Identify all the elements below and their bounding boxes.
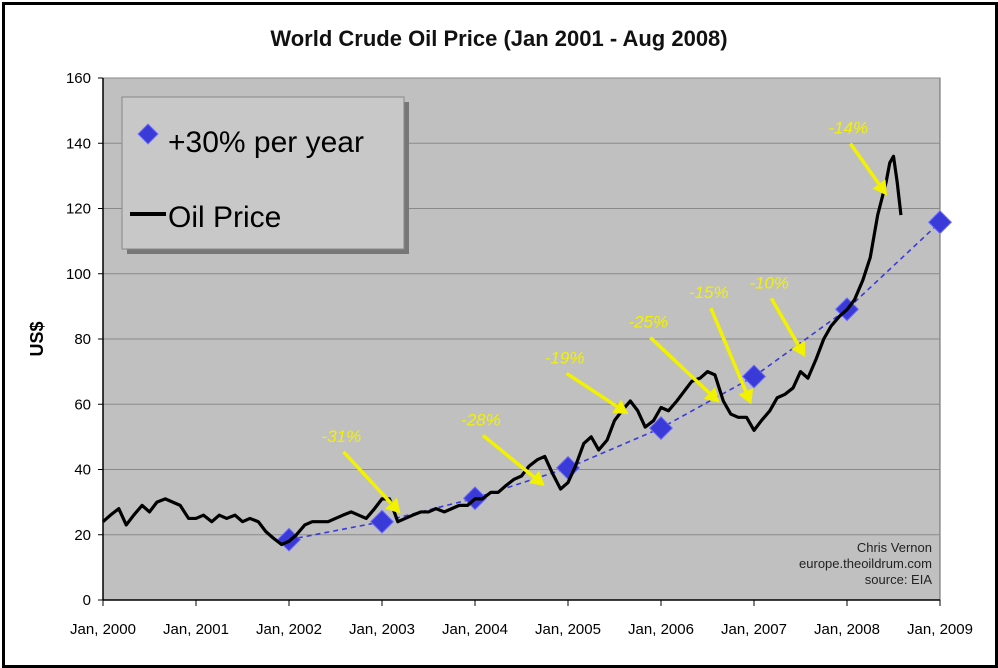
annotation-arrowhead: [612, 399, 629, 415]
annotation-label: -28%: [461, 410, 501, 429]
y-tick-label: 140: [66, 135, 91, 152]
x-tick-label: Jan, 2003: [349, 621, 415, 638]
annotation-arrow: [848, 142, 881, 186]
x-tick-label: Jan, 2006: [628, 621, 694, 638]
annotation-arrowhead: [872, 179, 887, 196]
annotation-arrow: [481, 434, 536, 479]
annotation-arrow: [649, 336, 711, 395]
credits: Chris Vernoneurope.theoildrum.comsource:…: [799, 540, 932, 587]
x-tick-label: Jan, 2008: [814, 621, 880, 638]
chart-title: World Crude Oil Price (Jan 2001 - Aug 20…: [270, 26, 728, 51]
annotation-arrow: [342, 450, 393, 505]
annotation-label: -31%: [322, 427, 362, 446]
annotation-arrowhead: [738, 388, 754, 405]
x-tick-label: Jan, 2001: [163, 621, 229, 638]
oil-price-line: [101, 154, 903, 547]
annotation-arrow: [709, 307, 748, 393]
trend-marker: [648, 416, 674, 441]
credit-line: europe.theoildrum.com: [799, 556, 932, 571]
gridlines: [103, 77, 940, 536]
annotations: -31% -28% -19% -25% -15% -10% -14%: [322, 118, 887, 514]
y-tick-label: 80: [74, 331, 91, 348]
annotation-arrowhead: [528, 470, 545, 486]
annotation-arrow: [769, 297, 800, 346]
x-tick-label: Jan, 2002: [256, 621, 322, 638]
annotation-label: -15%: [689, 283, 729, 302]
annotation-label: -14%: [828, 118, 868, 137]
axes: 0 20 40 60 80 100 120 140 160 Jan, 2000 Jan, 2001 J…: [66, 70, 973, 638]
x-tick-label: Jan, 2004: [442, 621, 508, 638]
legend-oil-label: Oil Price: [168, 201, 281, 234]
y-tick-label: 0: [83, 592, 91, 609]
y-tick-label: 40: [74, 462, 91, 479]
credit-line: Chris Vernon: [857, 540, 932, 555]
annotation-label: -10%: [749, 273, 789, 292]
trend-marker: [927, 210, 953, 235]
y-tick-label: 60: [74, 396, 91, 413]
annotation-arrow: [565, 372, 618, 408]
credit-line: source: EIA: [865, 572, 933, 587]
annotation-arrowhead: [703, 387, 720, 403]
annotation-label: -19%: [545, 348, 585, 367]
y-axis-label: US$: [27, 321, 47, 356]
annotation-label: -25%: [628, 313, 668, 332]
x-tick-label: Jan, 2007: [721, 621, 787, 638]
y-tick-label: 120: [66, 201, 91, 218]
x-tick-label: Jan, 2000: [70, 621, 136, 638]
annotation-arrowhead: [791, 340, 806, 357]
annotation-arrowhead: [385, 497, 401, 514]
oil-price-series: [101, 154, 903, 547]
legend-trend-marker: [137, 123, 159, 145]
legend: +30% per year Oil Price: [121, 96, 409, 254]
trend-marker: [741, 364, 767, 389]
legend-box: [121, 96, 405, 250]
trend-marker: [369, 509, 395, 534]
x-tick-label: Jan, 2005: [535, 621, 601, 638]
legend-trend-label: +30% per year: [168, 126, 364, 159]
x-tick-label: Jan, 2009: [907, 621, 973, 638]
y-tick-label: 20: [74, 527, 91, 544]
y-tick-label: 160: [66, 70, 91, 87]
y-tick-label: 100: [66, 266, 91, 283]
